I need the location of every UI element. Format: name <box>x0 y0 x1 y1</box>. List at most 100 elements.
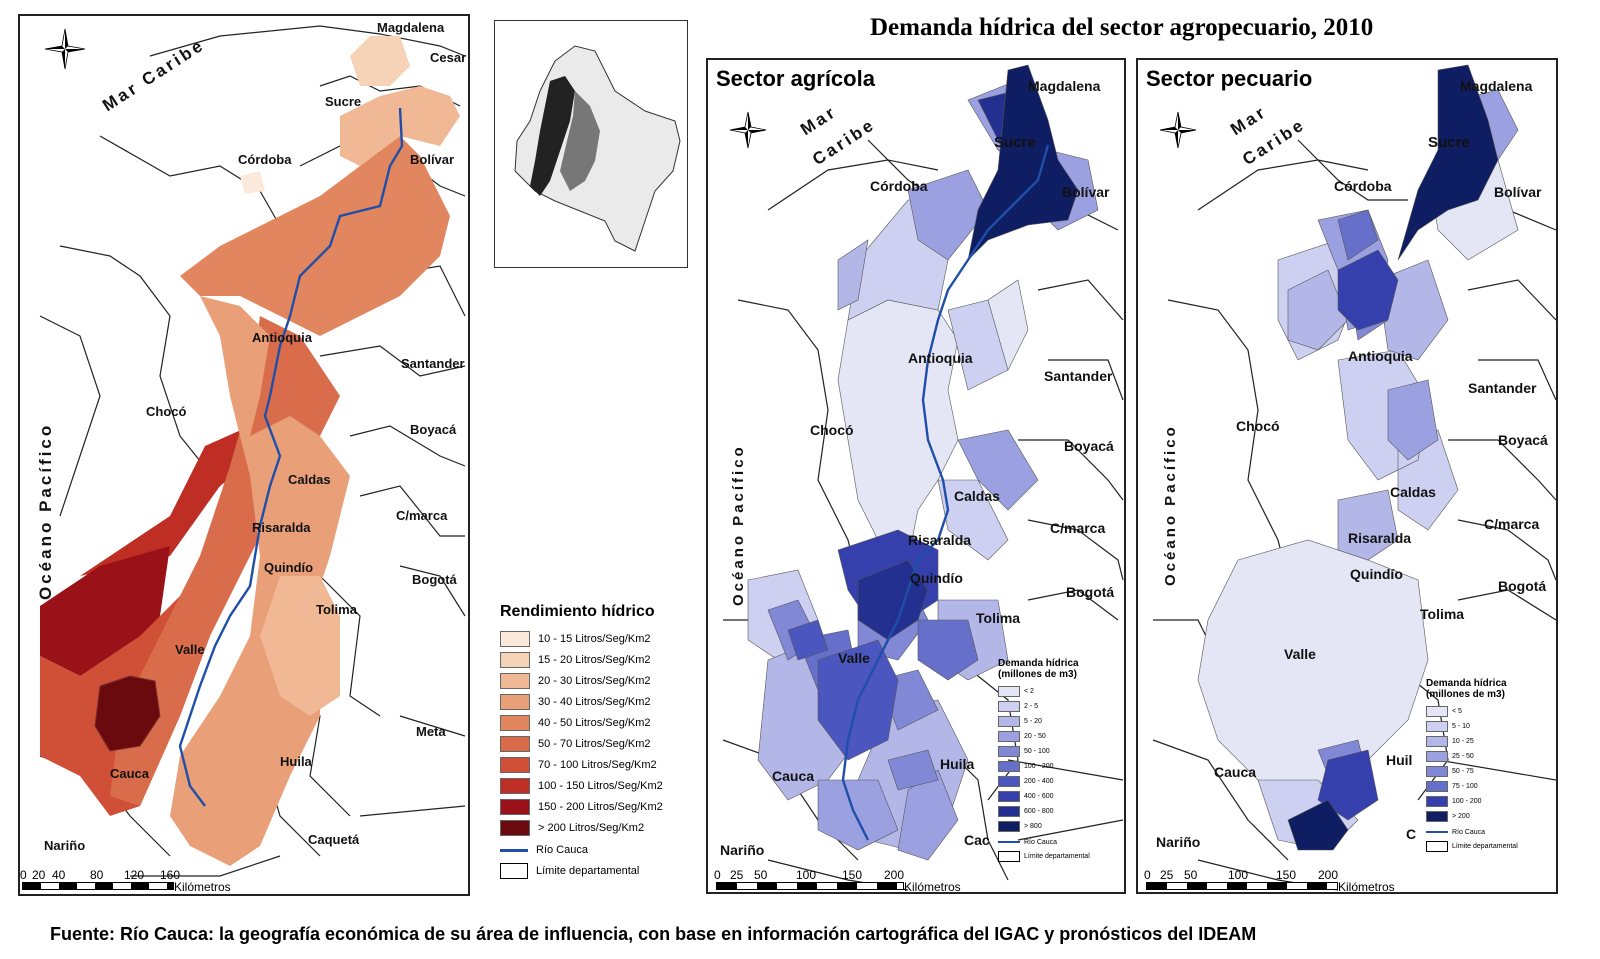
legend-items: < 5 5 - 10 10 - 25 25 - 50 50 - 75 75 - 100 10… <box>1426 706 1518 822</box>
legend-item: < 2 <box>998 686 1090 697</box>
legend-item: 50 - 70 Litros/Seg/Km2 <box>500 736 663 752</box>
legend-item: 50 - 100 <box>998 746 1090 757</box>
legend-swatch <box>998 716 1020 727</box>
legend-item-label: 600 - 800 <box>1024 808 1054 815</box>
label-choco: Chocó <box>1236 418 1280 434</box>
legend-swatch <box>998 701 1020 712</box>
zone-over-200 <box>94 675 161 752</box>
label-caqueta: Caquetá <box>308 832 360 847</box>
legend-swatch <box>500 673 530 689</box>
legend-swatch <box>998 776 1020 787</box>
pecuario-choropleth <box>1197 64 1519 851</box>
scale-bar-1: 0 20 40 80 120 160 Kilómetros <box>20 868 260 894</box>
label-bolivar: Bolívar <box>1494 184 1542 200</box>
legend-swatch <box>1426 781 1448 792</box>
label-cordoba: Córdoba <box>238 152 292 167</box>
legend-item-label: < 2 <box>1024 688 1034 695</box>
label-tolima: Tolima <box>1420 606 1465 622</box>
legend-item: < 5 <box>1426 706 1518 717</box>
scale-unit: Kilómetros <box>174 880 231 894</box>
label-quindio: Quindío <box>264 560 314 575</box>
rendimiento-choropleth <box>40 36 460 866</box>
legend-item-label: 70 - 100 Litros/Seg/Km2 <box>538 759 657 771</box>
label-cauca: Cauca <box>772 768 815 784</box>
scale-unit: Kilómetros <box>1338 880 1395 894</box>
label-boyaca: Boyacá <box>1064 438 1114 454</box>
zone-30-40 <box>170 296 350 866</box>
label-risaralda: Risaralda <box>252 520 311 535</box>
legend-item-label: 50 - 75 <box>1452 768 1474 775</box>
label-choco: Chocó <box>810 422 854 438</box>
legend-item-label: < 5 <box>1452 708 1462 715</box>
label-cac: Cac <box>964 832 990 848</box>
scale-tick-1: 20 <box>32 868 46 882</box>
zone-2-5 <box>747 199 1009 761</box>
legend-item-label: 150 - 200 Litros/Seg/Km2 <box>538 801 663 813</box>
zone-gt200 <box>1287 64 1499 851</box>
label-cauca: Cauca <box>1214 764 1257 780</box>
scale-tick-4: 150 <box>1276 868 1297 882</box>
compass-rose <box>729 111 767 149</box>
label-sucre: Sucre <box>994 134 1036 151</box>
legend-limit-row: Límite departamental <box>1426 841 1518 852</box>
legend-swatch <box>500 736 530 752</box>
label-oceano-pacifico: Océano Pacífico <box>730 444 747 606</box>
scale-tick-3: 100 <box>1228 868 1249 882</box>
legend-swatch <box>998 746 1020 757</box>
legend-item: 50 - 75 <box>1426 766 1518 777</box>
scale-tick-2: 50 <box>1184 868 1198 882</box>
label-valle: Valle <box>1284 646 1316 662</box>
label-valle: Valle <box>175 642 205 657</box>
legend-limit-swatch <box>998 851 1020 862</box>
legend-swatch <box>998 686 1020 697</box>
scale-tick-4: 150 <box>842 868 863 882</box>
label-valle: Valle <box>838 650 870 666</box>
legend-swatch <box>500 799 530 815</box>
label-cauca: Cauca <box>110 766 150 781</box>
label-quindio: Quindío <box>910 570 963 586</box>
label-boyaca: Boyacá <box>1498 432 1548 448</box>
label-cmarca: C/marca <box>1484 516 1540 532</box>
legend-agricola: Demanda hídrica (millones de m3) < 2 2 - … <box>998 658 1090 862</box>
label-cmarca: C/marca <box>1050 520 1106 536</box>
legend-items: < 2 2 - 5 5 - 20 20 - 50 50 - 100 100 - 200 20… <box>998 686 1090 832</box>
zone-200-400 <box>787 619 899 761</box>
scale-tick-5: 200 <box>1318 868 1339 882</box>
legend-item: 75 - 100 <box>1426 781 1518 792</box>
legend-swatch <box>1426 736 1448 747</box>
legend-title-1: Demanda hídrica <box>1426 678 1507 689</box>
legend-item-label: 10 - 15 Litros/Seg/Km2 <box>538 633 651 645</box>
legend-item: 150 - 200 Litros/Seg/Km2 <box>500 799 663 815</box>
map-agricola-svg <box>722 64 1124 891</box>
legend-item-label: 5 - 10 <box>1452 723 1470 730</box>
label-risaralda: Risaralda <box>908 532 972 548</box>
legend-swatch <box>500 820 530 836</box>
legend-item: 40 - 50 Litros/Seg/Km2 <box>500 715 663 731</box>
legend-swatch <box>998 791 1020 802</box>
scale-tick-1: 25 <box>1160 868 1174 882</box>
compass-rose <box>1159 111 1197 149</box>
legend-river-label: Río Cauca <box>1024 838 1058 846</box>
map-panel-agricola: Sector agrícola Magdalena Mar Caribe Suc… <box>706 58 1126 894</box>
scale-bar-graphic <box>716 882 904 890</box>
legend-item-label: 100 - 200 <box>1452 798 1482 805</box>
legend-item-label: 100 - 150 Litros/Seg/Km2 <box>538 780 663 792</box>
legend-limit-row: Límite departamental <box>998 851 1090 862</box>
legend-item: 15 - 20 Litros/Seg/Km2 <box>500 652 663 668</box>
label-santander: Santander <box>1468 380 1537 396</box>
rio-cauca-line <box>841 144 1050 841</box>
zone-40-50 <box>180 136 450 336</box>
label-sucre: Sucre <box>325 94 362 109</box>
label-bolivar: Bolívar <box>1062 184 1110 200</box>
legend-item-label: 200 - 400 <box>1024 778 1054 785</box>
zone-20-30 <box>260 86 460 716</box>
legend-item: 70 - 100 Litros/Seg/Km2 <box>500 757 663 773</box>
legend-swatch <box>998 731 1020 742</box>
inset-colombia-svg <box>514 45 681 252</box>
legend-item-label: 25 - 50 <box>1452 753 1474 760</box>
legend-item-label: 50 - 70 Litros/Seg/Km2 <box>538 738 651 750</box>
legend-river-row: Río Cauca <box>500 841 663 859</box>
label-antioquia: Antioquia <box>908 350 973 366</box>
label-oceano-pacifico: Océano Pacífico <box>36 422 55 600</box>
legend-swatch <box>1426 721 1448 732</box>
